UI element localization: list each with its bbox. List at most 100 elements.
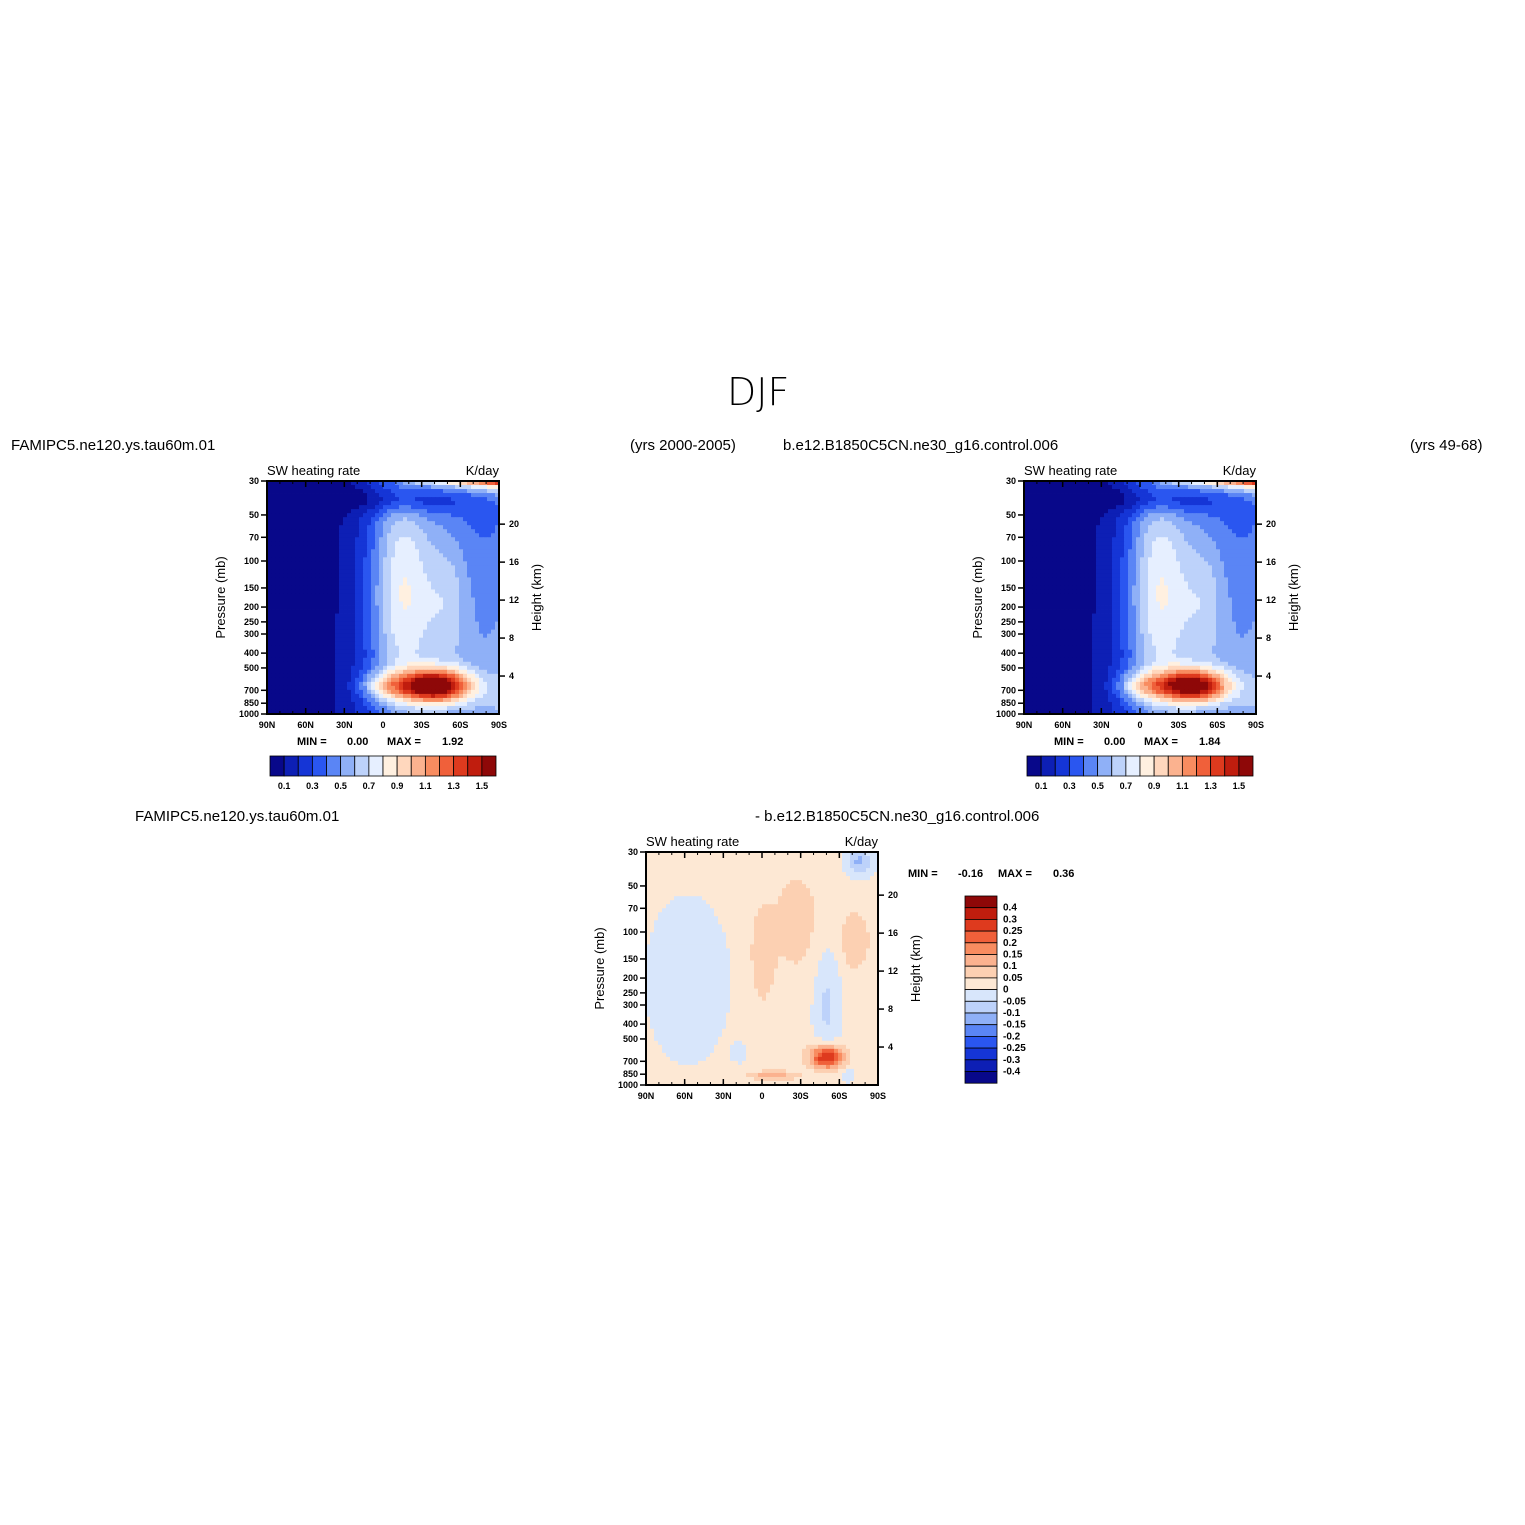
model-field-cell bbox=[283, 617, 288, 623]
model-field-cell bbox=[463, 533, 468, 538]
control-field-cell bbox=[1172, 481, 1177, 486]
model-field-cell bbox=[379, 497, 384, 502]
control-field-cell bbox=[1196, 509, 1201, 514]
model-field-cell bbox=[447, 709, 452, 715]
control-field-cell bbox=[1148, 577, 1153, 582]
control-field-cell bbox=[1108, 549, 1113, 554]
control-field-cell bbox=[1116, 569, 1121, 574]
model-field-cell bbox=[395, 517, 400, 522]
right-case-name: b.e12.B1850C5CN.ne30_g16.control.006 bbox=[783, 437, 1059, 454]
model-field-cell bbox=[299, 481, 304, 486]
model-field-cell bbox=[391, 573, 396, 578]
model-field-cell bbox=[479, 533, 484, 538]
control-field-cell bbox=[1032, 581, 1037, 586]
model-field-cell bbox=[419, 625, 424, 631]
control-field-cell bbox=[1204, 521, 1209, 526]
model-field-cell bbox=[435, 493, 440, 498]
control-field-cell bbox=[1160, 577, 1165, 582]
model-colorbar-label: 0.7 bbox=[363, 781, 376, 791]
model-field-cell bbox=[455, 577, 460, 582]
model-field-cell bbox=[475, 677, 480, 683]
model-colorbar-label: 0.3 bbox=[306, 781, 319, 791]
model-field-cell bbox=[299, 697, 304, 703]
model-field-cell bbox=[271, 677, 276, 683]
control-field-cell bbox=[1040, 577, 1045, 582]
model-field-cell bbox=[307, 621, 312, 627]
model-field-cell bbox=[411, 525, 416, 530]
model-field-cell bbox=[415, 613, 420, 618]
model-field-cell bbox=[431, 577, 436, 582]
model-field-cell bbox=[347, 709, 352, 715]
control-field-cell bbox=[1032, 537, 1037, 542]
model-field-cell bbox=[407, 705, 412, 711]
model-field-cell bbox=[419, 645, 424, 651]
control-field-cell bbox=[1104, 569, 1109, 574]
model-field-cell bbox=[287, 557, 292, 562]
model-field-cell bbox=[379, 529, 384, 534]
model-field-cell bbox=[403, 697, 408, 703]
model-field-cell bbox=[359, 513, 364, 518]
model-field-cell bbox=[407, 569, 412, 574]
model-min-label: MIN = bbox=[297, 736, 327, 748]
model-field-cell bbox=[299, 553, 304, 558]
model-field-cell bbox=[315, 677, 320, 683]
control-field-cell bbox=[1128, 489, 1133, 494]
control-field-cell bbox=[1228, 541, 1233, 546]
model-field-cell bbox=[363, 685, 368, 691]
control-field-cell bbox=[1208, 485, 1213, 490]
model-field-cell bbox=[459, 645, 464, 651]
control-field-cell bbox=[1200, 485, 1205, 490]
model-field-cell bbox=[411, 501, 416, 506]
model-field-cell bbox=[283, 589, 288, 594]
model-field-cell bbox=[335, 481, 340, 486]
model-field-cell bbox=[403, 597, 408, 602]
model-field-cell bbox=[379, 569, 384, 574]
model-field-cell bbox=[455, 557, 460, 562]
model-field-cell bbox=[391, 641, 396, 647]
model-field-cell bbox=[359, 637, 364, 643]
model-field-cell bbox=[471, 673, 476, 679]
model-field-cell bbox=[407, 493, 412, 498]
model-field-cell bbox=[315, 681, 320, 687]
control-field-cell bbox=[1040, 565, 1045, 570]
model-field-cell bbox=[363, 617, 368, 623]
model-field-cell bbox=[487, 585, 492, 590]
control-field-cell bbox=[1240, 577, 1245, 582]
model-field-cell bbox=[295, 605, 300, 610]
model-field-cell bbox=[467, 561, 472, 566]
control-field-cell bbox=[1100, 545, 1105, 550]
control-field-cell bbox=[1168, 541, 1173, 546]
control-field-cell bbox=[1132, 529, 1137, 534]
model-field-cell bbox=[335, 505, 340, 510]
model-field-cell bbox=[375, 625, 380, 631]
model-field-cell bbox=[291, 637, 296, 643]
control-field-cell bbox=[1156, 517, 1161, 522]
model-field-cell bbox=[279, 573, 284, 578]
model-field-cell bbox=[295, 593, 300, 598]
control-field-cell bbox=[1228, 549, 1233, 554]
model-field-cell bbox=[367, 693, 372, 699]
model-field-cell bbox=[371, 549, 376, 554]
model-field-cell bbox=[335, 485, 340, 490]
model-field-cell bbox=[271, 585, 276, 590]
control-field-cell bbox=[1032, 529, 1037, 534]
model-field-cell bbox=[291, 521, 296, 526]
model-field-cell bbox=[339, 649, 344, 655]
model-field-cell bbox=[299, 673, 304, 679]
model-field-cell bbox=[475, 485, 480, 490]
control-field-cell bbox=[1080, 549, 1085, 554]
control-field-cell bbox=[1084, 505, 1089, 510]
control-field-cell bbox=[1180, 581, 1185, 586]
model-field-cell bbox=[411, 697, 416, 703]
model-field-cell bbox=[303, 513, 308, 518]
model-field-cell bbox=[331, 541, 336, 546]
model-field-cell bbox=[347, 489, 352, 494]
model-field-cell bbox=[467, 649, 472, 655]
model-field-cell bbox=[367, 505, 372, 510]
model-field-cell bbox=[299, 529, 304, 534]
control-field-cell bbox=[1072, 553, 1077, 558]
model-field-cell bbox=[291, 569, 296, 574]
model-field-cell bbox=[287, 629, 292, 635]
model-field-cell bbox=[411, 481, 416, 486]
model-field-cell bbox=[287, 681, 292, 687]
